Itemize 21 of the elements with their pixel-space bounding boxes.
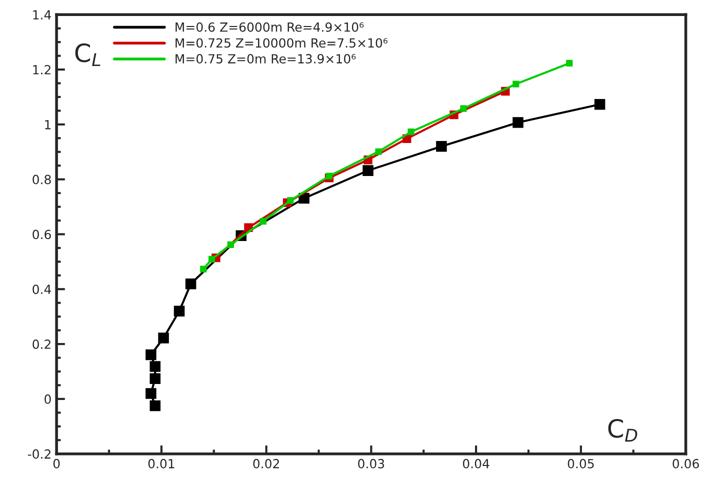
x-tick-label: 0 (53, 458, 60, 468)
x-tick-label: 0.04 (462, 458, 490, 468)
x-axis-title: C$_{D}$ (608, 418, 638, 442)
x-tick-label: 0.01 (148, 458, 174, 468)
legend-label: M=0.725 Z=10000m Re=7.5×10⁶ (176, 38, 388, 48)
x-tick-label: 0.02 (253, 458, 279, 468)
y-tick-label: 0.8 (32, 174, 51, 184)
x-tick-label: 0.03 (358, 458, 384, 468)
y-axis-title: C$_{L}$ (75, 43, 100, 66)
y-tick-label: -0.2 (28, 449, 50, 459)
y-tick-label: 1.2 (33, 65, 50, 74)
y-tick-label: 1.4 (33, 10, 51, 20)
x-tick-label: 0.06 (672, 458, 699, 468)
y-tick-label: 0.6 (32, 230, 51, 240)
y-tick-label: 0.2 (32, 340, 50, 349)
y-tick-label: 1 (45, 120, 51, 130)
y-tick-label: 0 (44, 394, 51, 404)
legend-label: M=0.6 Z=6000m Re=4.9×10⁶ (176, 22, 364, 32)
x-tick-label: 0.05 (568, 458, 594, 468)
legend-label: M=0.75 Z=0m Re=13.9×10⁶ (176, 54, 356, 64)
y-tick-label: 0.4 (32, 284, 51, 294)
